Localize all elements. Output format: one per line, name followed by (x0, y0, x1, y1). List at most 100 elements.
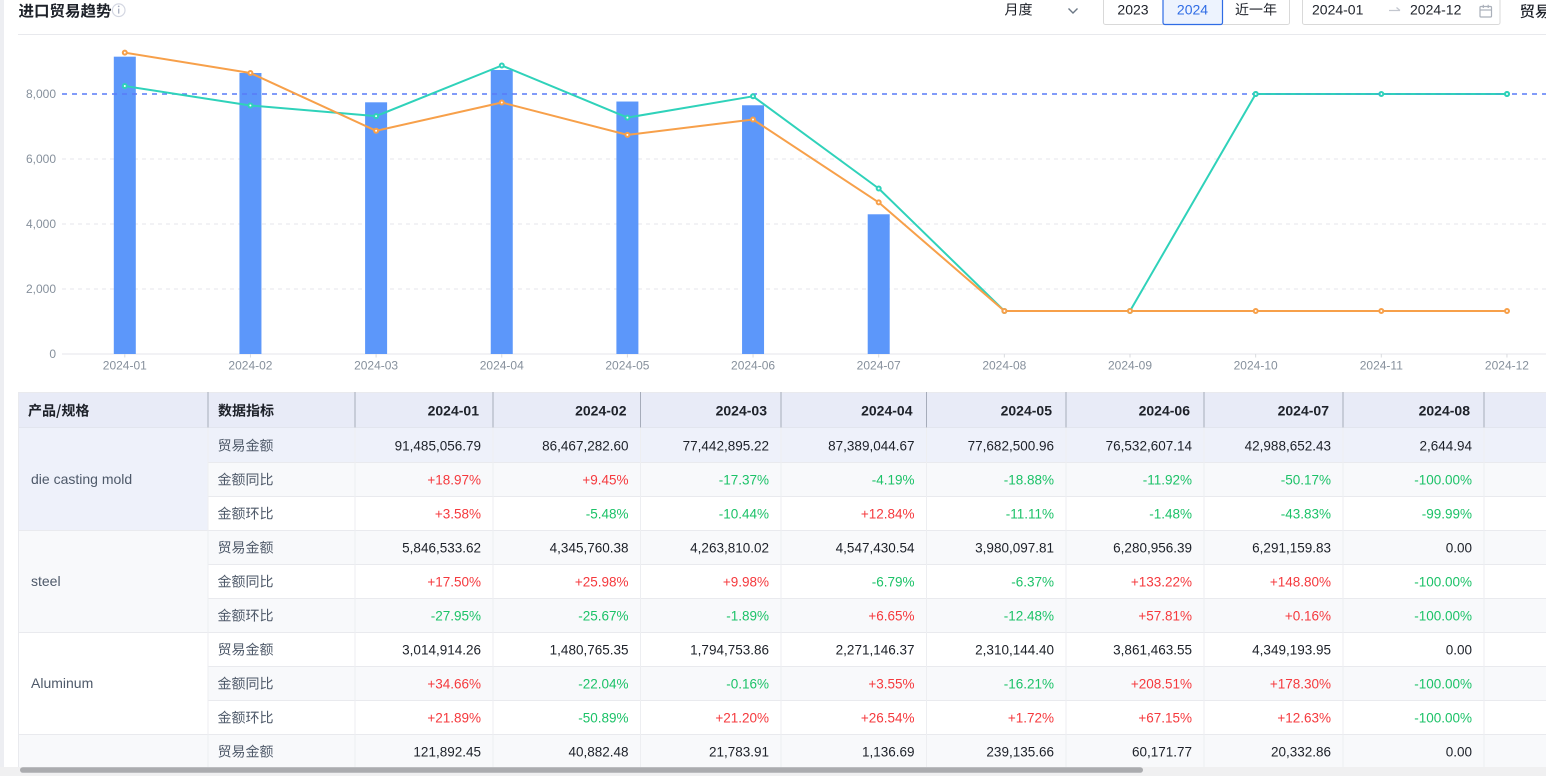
svg-text:-17.37%: -17.37% (719, 473, 769, 488)
svg-text:-1.48%: -1.48% (1149, 507, 1192, 522)
svg-text:+26.54%: +26.54% (861, 711, 915, 726)
svg-text:2024-10: 2024-10 (1234, 359, 1278, 373)
svg-text:239,135.66: 239,135.66 (986, 745, 1054, 760)
svg-text:2024-01: 2024-01 (1312, 2, 1364, 18)
svg-text:-6.37%: -6.37% (1011, 575, 1054, 590)
svg-text:+3.55%: +3.55% (868, 677, 914, 692)
svg-text:-11.92%: -11.92% (1143, 473, 1192, 488)
svg-text:2024: 2024 (1177, 2, 1208, 18)
svg-text:20,332.86: 20,332.86 (1271, 745, 1331, 760)
svg-text:+12.63%: +12.63% (1277, 711, 1331, 726)
svg-text:5,846,533.62: 5,846,533.62 (402, 541, 481, 556)
svg-text:2024-12: 2024-12 (1485, 359, 1529, 373)
svg-text:8,000: 8,000 (26, 87, 56, 101)
svg-text:-100.00%: -100.00% (1414, 677, 1472, 692)
svg-text:2024-09: 2024-09 (1108, 359, 1152, 373)
svg-text:-100.00%: -100.00% (1414, 711, 1472, 726)
svg-text:2024-11: 2024-11 (1360, 359, 1403, 373)
svg-text:3,861,463.55: 3,861,463.55 (1113, 643, 1192, 658)
svg-text:2023: 2023 (1117, 2, 1148, 18)
svg-text:0: 0 (49, 347, 56, 361)
svg-text:-1.89%: -1.89% (726, 609, 769, 624)
svg-text:+17.50%: +17.50% (427, 575, 481, 590)
svg-text:6,000: 6,000 (26, 152, 56, 166)
svg-text:+21.89%: +21.89% (427, 711, 481, 726)
svg-text:-50.17%: -50.17% (1281, 473, 1331, 488)
svg-text:-16.21%: -16.21% (1004, 677, 1054, 692)
svg-text:-4.19%: -4.19% (872, 473, 915, 488)
svg-text:91,485,056.79: 91,485,056.79 (395, 439, 481, 454)
svg-text:-100.00%: -100.00% (1414, 609, 1472, 624)
svg-text:-43.83%: -43.83% (1281, 507, 1331, 522)
svg-text:2024-06: 2024-06 (1139, 403, 1191, 419)
svg-text:0.00: 0.00 (1446, 541, 1472, 556)
svg-text:Aluminum: Aluminum (31, 675, 93, 691)
svg-text:2024-07: 2024-07 (1278, 403, 1330, 419)
svg-text:4,349,193.95: 4,349,193.95 (1252, 643, 1331, 658)
svg-text:-18.88%: -18.88% (1004, 473, 1054, 488)
svg-text:21,783.91: 21,783.91 (709, 745, 769, 760)
svg-text:4,000: 4,000 (26, 217, 56, 231)
svg-text:die casting mold: die casting mold (31, 471, 132, 487)
svg-text:4,345,760.38: 4,345,760.38 (550, 541, 629, 556)
svg-text:3,014,914.26: 3,014,914.26 (402, 643, 481, 658)
svg-text:60,171.77: 60,171.77 (1132, 745, 1192, 760)
svg-text:+9.98%: +9.98% (723, 575, 769, 590)
svg-text:-27.95%: -27.95% (431, 609, 481, 624)
svg-text:2024-05: 2024-05 (605, 359, 649, 373)
svg-text:4,263,810.02: 4,263,810.02 (690, 541, 769, 556)
svg-text:-0.16%: -0.16% (726, 677, 769, 692)
svg-text:-6.79%: -6.79% (872, 575, 915, 590)
svg-text:2024-03: 2024-03 (716, 403, 768, 419)
svg-text:-22.04%: -22.04% (578, 677, 628, 692)
svg-text:2,000: 2,000 (26, 282, 56, 296)
svg-text:-10.44%: -10.44% (719, 507, 769, 522)
svg-text:0.00: 0.00 (1446, 643, 1472, 658)
svg-text:2024-02: 2024-02 (228, 359, 272, 373)
svg-text:77,442,895.22: 77,442,895.22 (683, 439, 769, 454)
svg-text:121,892.45: 121,892.45 (413, 745, 481, 760)
svg-text:+178.30%: +178.30% (1270, 677, 1331, 692)
svg-text:2,271,146.37: 2,271,146.37 (836, 643, 915, 658)
svg-text:0.00: 0.00 (1446, 745, 1472, 760)
svg-text:42,988,652.43: 42,988,652.43 (1245, 439, 1331, 454)
svg-text:1,794,753.86: 1,794,753.86 (690, 643, 769, 658)
svg-text:2,310,144.40: 2,310,144.40 (975, 643, 1054, 658)
svg-text:2024-05: 2024-05 (1001, 403, 1053, 419)
svg-text:2024-01: 2024-01 (428, 403, 480, 419)
svg-text:-50.89%: -50.89% (578, 711, 628, 726)
svg-text:+34.66%: +34.66% (427, 677, 481, 692)
svg-text:6,280,956.39: 6,280,956.39 (1113, 541, 1192, 556)
svg-text:2024-04: 2024-04 (861, 403, 913, 419)
svg-text:-100.00%: -100.00% (1414, 575, 1472, 590)
svg-text:+57.81%: +57.81% (1138, 609, 1192, 624)
svg-text:4,547,430.54: 4,547,430.54 (836, 541, 915, 556)
svg-text:steel: steel (31, 573, 61, 589)
svg-text:-11.11%: -11.11% (1006, 507, 1054, 522)
svg-text:2024-07: 2024-07 (857, 359, 901, 373)
svg-text:-100.00%: -100.00% (1414, 473, 1472, 488)
svg-text:2024-03: 2024-03 (354, 359, 398, 373)
svg-text:+18.97%: +18.97% (427, 473, 481, 488)
svg-text:+9.45%: +9.45% (582, 473, 628, 488)
svg-text:+67.15%: +67.15% (1138, 711, 1192, 726)
svg-text:76,532,607.14: 76,532,607.14 (1106, 439, 1193, 454)
svg-text:+12.84%: +12.84% (861, 507, 915, 522)
svg-text:87,389,044.67: 87,389,044.67 (828, 439, 914, 454)
svg-text:40,882.48: 40,882.48 (568, 745, 628, 760)
svg-text:1,136.69: 1,136.69 (862, 745, 915, 760)
svg-text:+6.65%: +6.65% (868, 609, 914, 624)
svg-text:2,644.94: 2,644.94 (1419, 439, 1472, 454)
svg-text:2024-06: 2024-06 (731, 359, 775, 373)
svg-text:-12.48%: -12.48% (1004, 609, 1054, 624)
svg-text:2024-08: 2024-08 (1419, 403, 1471, 419)
svg-text:+1.72%: +1.72% (1008, 711, 1054, 726)
svg-text:77,682,500.96: 77,682,500.96 (968, 439, 1054, 454)
svg-text:+133.22%: +133.22% (1131, 575, 1192, 590)
svg-text:2024-12: 2024-12 (1410, 2, 1462, 18)
svg-text:+3.58%: +3.58% (435, 507, 481, 522)
svg-text:6,291,159.83: 6,291,159.83 (1252, 541, 1331, 556)
svg-text:+148.80%: +148.80% (1270, 575, 1331, 590)
svg-text:+21.20%: +21.20% (715, 711, 769, 726)
svg-text:-99.99%: -99.99% (1422, 507, 1472, 522)
